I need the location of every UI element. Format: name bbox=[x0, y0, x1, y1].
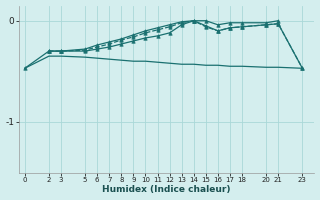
X-axis label: Humidex (Indice chaleur): Humidex (Indice chaleur) bbox=[102, 185, 231, 194]
